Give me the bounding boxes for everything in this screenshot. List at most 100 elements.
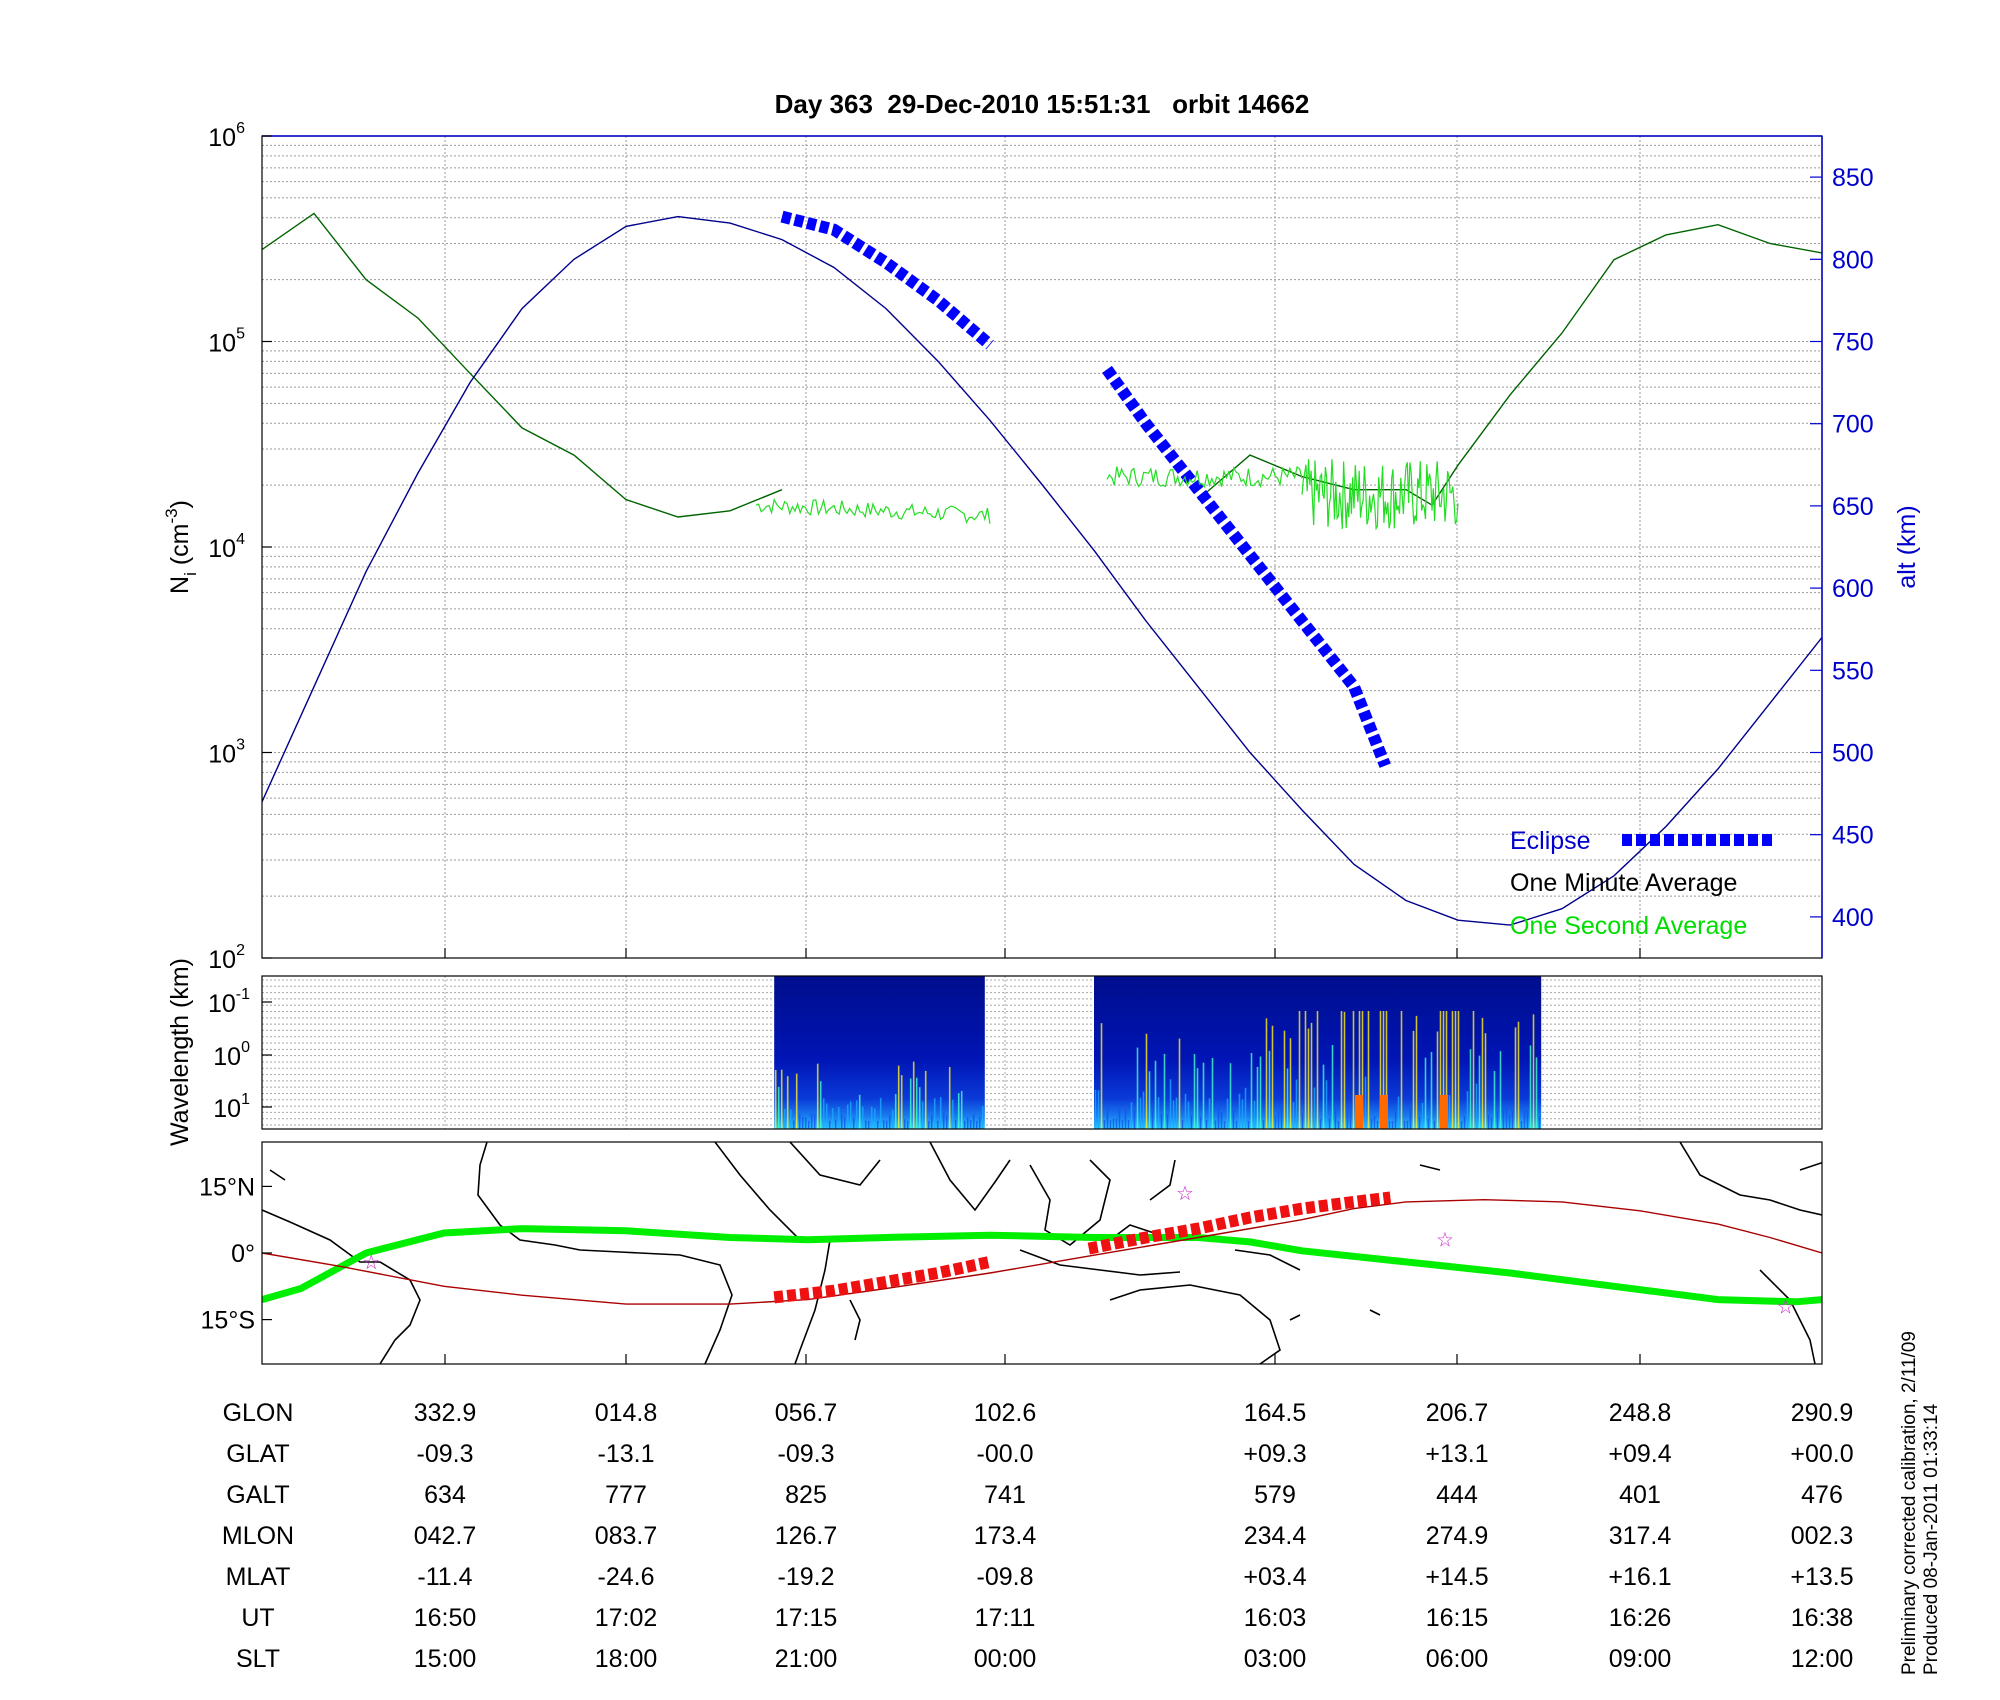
tick-base: 10 [208, 124, 236, 152]
table-cell: 444 [1436, 1481, 1478, 1509]
magnetic-star-marker: ☆ [1176, 1183, 1194, 1205]
magnetic-star-marker: ☆ [1436, 1230, 1454, 1252]
table-cell: 083.7 [595, 1522, 658, 1550]
table-cell: 16:15 [1426, 1604, 1489, 1632]
table-cell: -24.6 [598, 1563, 655, 1591]
table-cell: -13.1 [598, 1440, 655, 1468]
map-x-ticks [444, 1354, 1641, 1364]
spectrogram [774, 976, 1542, 1129]
tick-exp: 3 [236, 737, 245, 754]
map-y-tick-label: 15°S [201, 1307, 255, 1335]
table-cell: -11.4 [417, 1563, 472, 1591]
table-cell: 206.7 [1426, 1399, 1489, 1427]
spectro-tick-label: 100 [213, 1039, 250, 1071]
table-cell: -09.3 [417, 1440, 474, 1468]
table-cell: -09.8 [977, 1563, 1034, 1591]
left-tick-label: 103 [208, 737, 245, 769]
table-cell: 290.9 [1791, 1399, 1854, 1427]
right-tick-label: 450 [1832, 822, 1874, 850]
legend-second-label: One Second Average [1510, 912, 1747, 940]
table-cell: 16:26 [1609, 1604, 1672, 1632]
series-one-second-average [755, 459, 1459, 531]
orbit-table: GLON GLAT GALT MLON MLAT UT SLT 332.9 -09.3 634 04… [222, 1399, 1854, 1673]
left-y-label: Ni (cm-3) [162, 500, 200, 594]
tick-exp: 6 [236, 120, 245, 137]
table-cell: 332.9 [414, 1399, 477, 1427]
tick-base: 10 [208, 990, 236, 1018]
coast-png [1234, 1249, 1301, 1271]
table-cell: 164.5 [1244, 1399, 1307, 1427]
right-tick-label: 500 [1832, 740, 1874, 768]
right-y-label: alt (km) [1893, 505, 1921, 588]
one-second-trace [755, 497, 991, 524]
table-row-label: GLAT [226, 1440, 289, 1468]
table-cell: 15:00 [414, 1645, 477, 1673]
table-cell: 234.4 [1244, 1522, 1307, 1550]
tick-base: 10 [208, 946, 236, 974]
coast-south-america [262, 1209, 421, 1364]
coast-sa-east [1759, 1269, 1816, 1364]
map-series-geographic-latitude [262, 1225, 1822, 1306]
spectro-hotspot [1440, 1095, 1448, 1129]
footnote-line2: Produced 08-Jan-2011 01:33:14 [1921, 1403, 1942, 1675]
one-second-trace [1301, 459, 1459, 531]
top-grid [262, 136, 1822, 959]
map-y-tick-label: 0° [231, 1240, 255, 1268]
coast-se-asia [1029, 1159, 1111, 1246]
legend: Eclipse One Minute Average One Second Av… [1510, 827, 1775, 940]
table-cell: +16.1 [1608, 1563, 1671, 1591]
spectro-tick-label: 10-1 [208, 986, 250, 1018]
top-x-ticks [444, 948, 1641, 958]
spectrogram-frame [261, 975, 1823, 1130]
ylabel-sub: i [181, 572, 200, 576]
table-cell: 17:15 [775, 1604, 838, 1632]
table-row-label: SLT [236, 1645, 280, 1673]
table-cell: 042.7 [414, 1522, 477, 1550]
table-cell: 014.8 [595, 1399, 658, 1427]
table-cell: 126.7 [775, 1522, 838, 1550]
table-cell: 317.4 [1609, 1522, 1672, 1550]
coast-india [929, 1142, 1011, 1212]
left-tick-label: 104 [208, 531, 245, 563]
magnetic-star-marker: ☆ [1777, 1296, 1795, 1318]
table-cell: 21:00 [775, 1645, 838, 1673]
right-tick-label: 750 [1832, 329, 1874, 357]
table-cell: 16:38 [1791, 1604, 1854, 1632]
legend-eclipse-label: Eclipse [1510, 827, 1591, 855]
coast-islands [269, 1161, 1822, 1321]
tick-exp: 2 [236, 942, 245, 959]
table-cell: 17:11 [975, 1604, 1036, 1632]
table-cell: 248.8 [1609, 1399, 1672, 1427]
table-cell: 777 [605, 1481, 647, 1509]
table-cell: 102.6 [974, 1399, 1037, 1427]
table-cell: 825 [785, 1481, 827, 1509]
table-cell: 06:00 [1426, 1645, 1489, 1673]
tick-exp: 5 [236, 326, 245, 343]
right-tick-label: 600 [1832, 575, 1874, 603]
right-y-ticks: 400 450 500 550 600 650 700 750 800 850 [1810, 164, 1874, 932]
tick-base: 10 [208, 741, 236, 769]
right-tick-label: 850 [1832, 164, 1874, 192]
coast-africa-west [477, 1142, 733, 1364]
right-tick-label: 800 [1832, 246, 1874, 274]
left-tick-label: 102 [208, 942, 245, 974]
spectrogram-area [262, 976, 1822, 1129]
ylabel-unit-post: ) [166, 500, 194, 508]
tick-exp: -1 [236, 986, 250, 1003]
table-cell: -19.2 [778, 1563, 835, 1591]
right-tick-label: 550 [1832, 657, 1874, 685]
table-row-label: GLON [223, 1399, 294, 1427]
legend-minute-label: One Minute Average [1510, 869, 1737, 897]
ylabel-unit-exp: -3 [162, 508, 181, 523]
left-tick-label: 106 [208, 120, 245, 152]
tick-base: 10 [208, 330, 236, 358]
spectrogram-y-label: Wavelength (km) [166, 958, 194, 1146]
table-row-label: GALT [226, 1481, 289, 1509]
table-cell: +14.5 [1425, 1563, 1488, 1591]
spectrogram-grid [262, 976, 1822, 1129]
tick-base: 10 [213, 1043, 241, 1071]
coast-arabia [789, 1142, 881, 1186]
table-cell: -00.0 [977, 1440, 1034, 1468]
